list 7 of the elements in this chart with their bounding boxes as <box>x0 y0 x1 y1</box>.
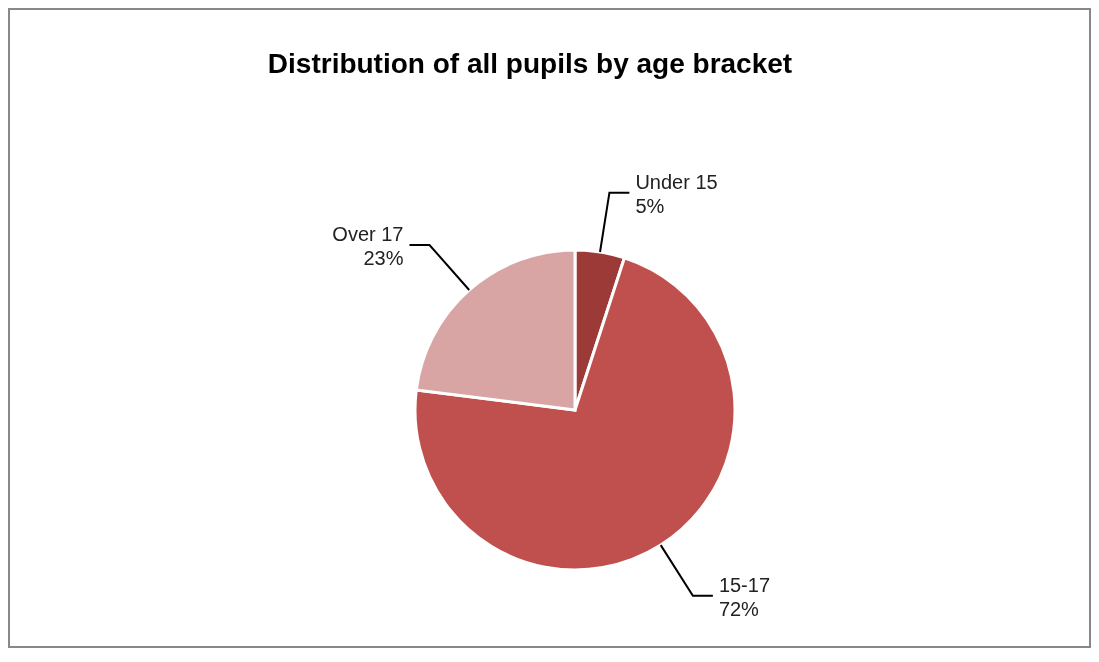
slice-label: 15-17 <box>718 573 771 596</box>
chart-title: Distribution of all pupils by age bracket <box>266 48 794 80</box>
slice-label: Under 15 <box>635 170 718 193</box>
slice-label: Over 17 <box>332 222 404 245</box>
data-label: 23% <box>363 246 404 269</box>
data-label: 5% <box>635 194 665 217</box>
data-label: 72% <box>718 597 760 620</box>
